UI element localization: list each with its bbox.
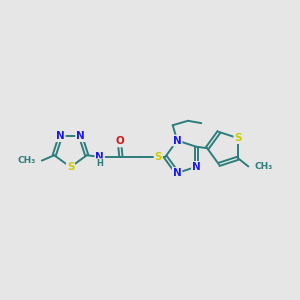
- Text: S: S: [67, 162, 74, 172]
- Text: S: S: [234, 133, 242, 143]
- Text: N: N: [56, 131, 65, 141]
- Text: O: O: [115, 136, 124, 146]
- Text: S: S: [154, 152, 162, 162]
- Text: N: N: [173, 136, 182, 146]
- Text: N: N: [95, 152, 104, 162]
- Text: N: N: [76, 131, 85, 141]
- Text: CH₃: CH₃: [17, 156, 35, 165]
- Text: H: H: [96, 159, 103, 168]
- Text: N: N: [192, 162, 201, 172]
- Text: N: N: [173, 168, 182, 178]
- Text: CH₃: CH₃: [255, 162, 273, 171]
